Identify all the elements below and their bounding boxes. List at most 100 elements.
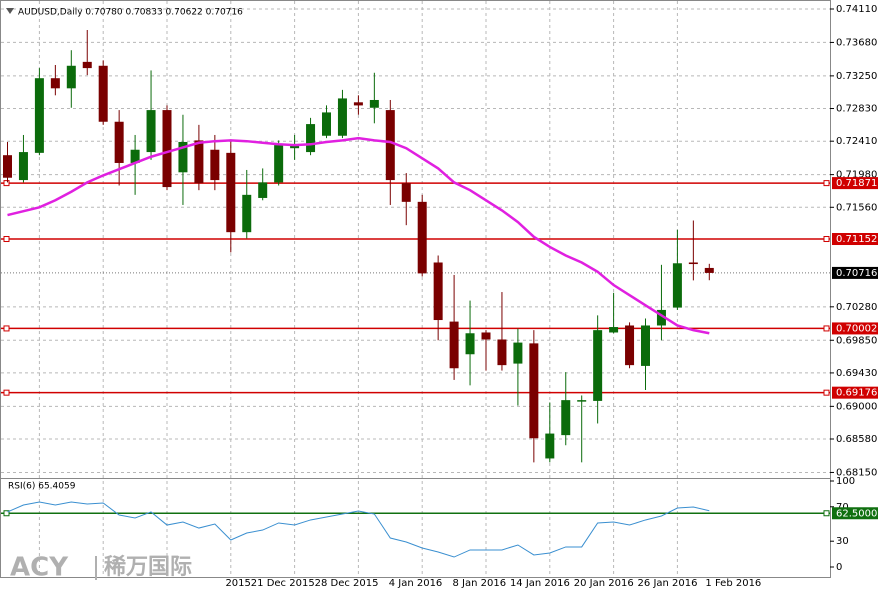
y-tick-label: 0.72410: [836, 136, 877, 147]
level-label: 0.71152: [836, 234, 877, 245]
candle-body: [258, 182, 268, 198]
level-label: 0.69176: [836, 388, 877, 399]
candle-body: [242, 194, 252, 233]
level-box: [832, 233, 878, 246]
candle-body: [178, 141, 188, 173]
level-label: 0.70002: [836, 323, 877, 334]
x-tick-label: 14 Jan 2016: [510, 578, 570, 589]
candle-body: [656, 309, 666, 326]
candle-body: [130, 149, 140, 163]
candle-body: [481, 332, 491, 340]
candle-body: [18, 152, 28, 181]
candle-body: [353, 102, 363, 106]
candle-body: [337, 98, 347, 136]
candle-body: [704, 267, 714, 273]
x-tick-label: 26 Jan 2016: [638, 578, 698, 589]
candle-body: [433, 262, 443, 321]
candle-body: [529, 343, 539, 439]
x-tick-label: 2015: [225, 578, 250, 589]
candle-body: [146, 110, 156, 153]
level-handle: [823, 510, 830, 517]
y-tick-label: 0.68150: [836, 467, 877, 478]
x-tick-label: 4 Jan 2016: [389, 578, 443, 589]
y-tick-label: 0.68580: [836, 434, 877, 445]
x-tick-label: 1 Feb 2016: [705, 578, 761, 589]
candle-body: [82, 61, 92, 69]
level-handle: [3, 180, 10, 187]
candle-body: [114, 121, 124, 163]
candle-body: [194, 140, 204, 184]
level-box: [832, 507, 878, 520]
y-tick-label: 0.73680: [836, 37, 877, 48]
candle-body: [66, 65, 76, 89]
level-box: [832, 386, 878, 399]
candle-body: [226, 152, 236, 233]
x-tick-label: 20 Jan 2016: [574, 578, 634, 589]
candle-body: [545, 433, 555, 459]
moving-average: [7, 136, 710, 335]
x-tick-label: 8 Jan 2016: [453, 578, 507, 589]
rsi-title: RSI(6) 65.4059: [8, 482, 76, 492]
y-tick-label: 100: [836, 476, 855, 487]
level-handle: [3, 510, 10, 517]
plot-frame: [0, 0, 831, 578]
y-tick-label: 0.69430: [836, 368, 877, 379]
candle-body: [274, 145, 284, 183]
candle-body: [688, 262, 698, 265]
watermark-brand: ACY: [10, 553, 69, 583]
y-tick-label: 0.74110: [836, 4, 877, 15]
level-handle: [3, 389, 10, 396]
candle-body: [577, 400, 587, 402]
level-handle: [3, 236, 10, 243]
level-label: 0.71871: [836, 178, 877, 189]
candle-body: [306, 124, 316, 153]
header-icon: [6, 8, 14, 14]
candle-body: [625, 325, 635, 366]
candle-body: [34, 78, 44, 153]
y-tick-label: 0.72830: [836, 104, 877, 115]
candle-body: [609, 327, 619, 333]
candle-body: [369, 99, 379, 108]
level-handle: [823, 180, 830, 187]
y-tick-label: 30: [836, 536, 849, 547]
chart-title: AUDUSD,Daily 0.70780 0.70833 0.70622 0.7…: [18, 8, 243, 18]
y-tick-label: 0.71560: [836, 202, 877, 213]
level-label: 62.5000: [836, 508, 877, 519]
y-tick-label: 0: [836, 562, 842, 573]
candle-body: [513, 342, 523, 364]
candle-body: [497, 339, 507, 366]
y-tick-label: 0.73250: [836, 71, 877, 82]
level-handle: [823, 325, 830, 332]
candle-body: [641, 325, 650, 366]
candle-body: [401, 183, 411, 202]
candle-body: [417, 201, 427, 274]
candle-body: [3, 155, 12, 178]
last-price-label: 0.70716: [836, 268, 877, 279]
candle-body: [210, 149, 220, 181]
level-handle: [823, 236, 830, 243]
y-tick-label: 0.69000: [836, 401, 877, 412]
candle-body: [322, 112, 331, 136]
candle-body: [593, 330, 603, 401]
watermark-name: 稀万国际: [104, 554, 192, 580]
level-box: [832, 177, 878, 190]
level-box: [832, 322, 878, 335]
candle-body: [162, 110, 172, 188]
candle-body: [465, 333, 475, 355]
y-tick-label: 0.69850: [836, 335, 877, 346]
candle-body: [672, 263, 682, 308]
y-tick-label: 0.70280: [836, 302, 877, 313]
last-price-box: [832, 266, 878, 279]
x-tick-label: 21 Dec 2015: [251, 578, 315, 589]
candle-body: [561, 400, 571, 436]
level-handle: [3, 325, 10, 332]
candle-body: [449, 321, 459, 369]
level-handle: [823, 389, 830, 396]
candle-body: [50, 78, 60, 89]
rsi-line: [7, 501, 710, 558]
candle-body: [385, 110, 395, 181]
y-tick-label: 0.71980: [836, 170, 877, 181]
candle-body: [98, 65, 108, 122]
